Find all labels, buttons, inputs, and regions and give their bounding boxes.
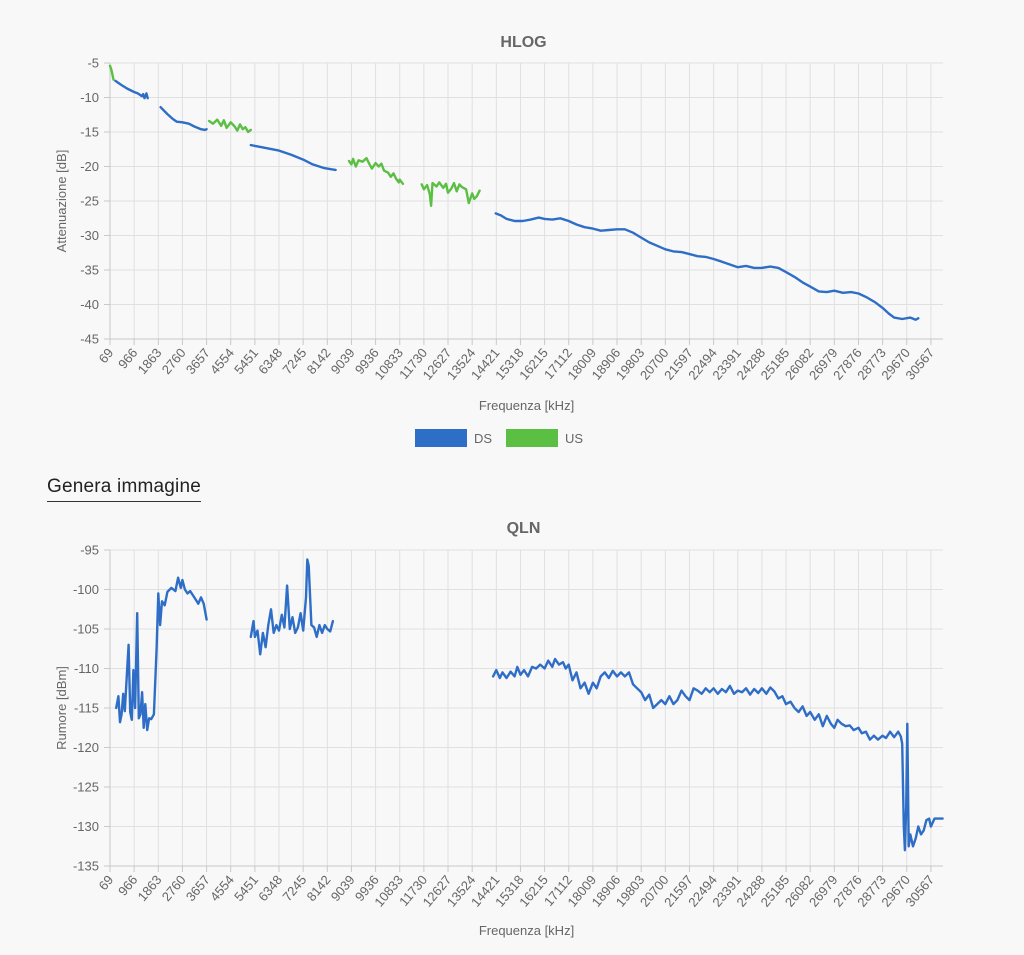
hlog-series-us-line [207,118,252,134]
hlog-xtick-label: 4554 [207,345,237,377]
qln-xtick-label: 2760 [159,872,189,904]
qln-ytick-label: -125 [73,780,99,795]
qln-ytick-label: -100 [73,582,99,597]
hlog-xtick-label: 9039 [328,345,358,377]
qln-xtick-label: 4554 [207,872,237,904]
qln-xtick-label: 7245 [279,872,309,904]
qln-xtick-label: 1863 [135,872,165,904]
hlog-xtick-label: 3657 [183,345,213,377]
hlog-series-ds-line [494,212,920,321]
qln-chart: QLN -95 -100 -105 -110 -115 -120 -125 -130 -13569… [54,520,944,938]
hlog-ytick-label: -10 [80,90,99,105]
qln-title: QLN [507,520,541,537]
hlog-series-us-line [420,181,481,207]
hlog-ytick-label: -20 [80,159,99,174]
qln-ytick-label: -95 [80,543,99,558]
hlog-ytick-label: -40 [80,297,99,312]
hlog-ytick-label: -35 [80,263,99,278]
qln-xtick-label: 3657 [183,872,213,904]
hlog-xlabel: Frequenza [kHz] [479,398,574,413]
hlog-series-us-line [108,64,115,81]
hlog-series-us-line [347,157,405,185]
hlog-chart: HLOG-5-10-15-20-25-30-35-40-456996618632… [54,34,943,447]
qln-xtick-label: 69 [96,872,117,893]
generate-image-button[interactable]: Genera immagine [47,476,202,502]
qln-ytick-label: -120 [73,740,99,755]
hlog-xtick-label: 6348 [255,345,285,377]
hlog-title: HLOG [500,34,546,51]
hlog-ytick-label: -45 [80,332,99,347]
hlog-xtick-label: 5451 [231,345,261,377]
hlog-ylabel: Attenuazione [dB] [54,150,69,253]
qln-xtick-label: 5451 [231,872,261,904]
hlog-ytick-label: -30 [80,228,99,243]
hlog-ytick-label: -15 [80,125,99,140]
qln-series-ds-line [249,558,335,656]
qln-ylabel: Rumore [dBm] [54,666,69,750]
qln-xtick-label: 8142 [304,872,334,904]
qln-xtick-label: 9039 [328,872,358,904]
qln-xlabel: Frequenza [kHz] [479,923,574,938]
qln-ytick-label: -115 [74,701,99,716]
hlog-xtick-label: 8142 [304,345,334,377]
qln-ytick-label: -130 [73,819,99,834]
hlog-xtick-label: 1863 [135,345,165,377]
hlog-ytick-label: -25 [80,194,99,209]
legend-swatch-ds [415,429,467,447]
hlog-series-ds-line [114,79,149,100]
qln-ytick-label: -135 [73,859,99,874]
legend-label-ds: DS [474,431,492,446]
hlog-series-ds-line [159,106,208,132]
hlog-xtick-label: 69 [96,345,117,366]
hlog-xtick-label: 2760 [159,345,189,377]
qln-series-ds-line [491,657,944,852]
hlog-series-ds-line [249,143,337,172]
hlog-ytick-label: -5 [87,56,99,71]
hlog-xtick-label: 7245 [279,345,309,377]
legend-swatch-us [506,429,558,447]
qln-ytick-label: -105 [73,622,99,637]
legend-label-us: US [565,431,583,446]
qln-ytick-label: -110 [74,661,99,676]
qln-series-ds-line [115,576,208,732]
qln-xtick-label: 6348 [255,872,285,904]
